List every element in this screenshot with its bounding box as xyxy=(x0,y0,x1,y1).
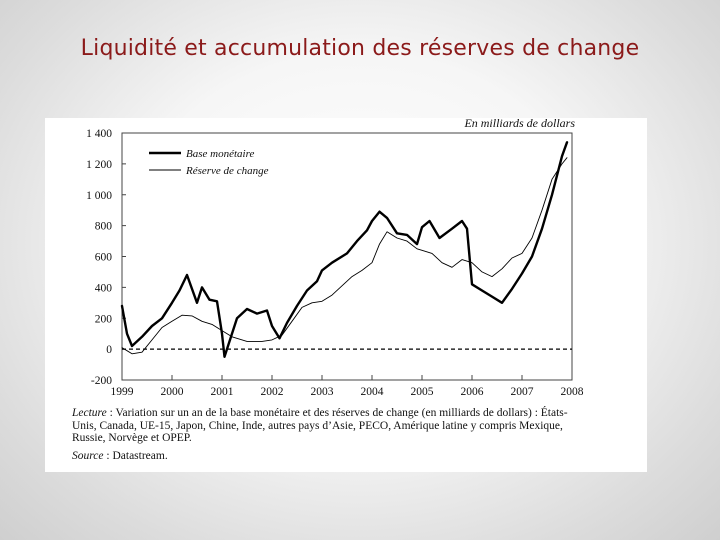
x-tick-label: 2006 xyxy=(461,386,484,398)
x-tick-label: 2003 xyxy=(311,386,334,398)
x-tick-label: 2008 xyxy=(561,386,584,398)
y-tick-label: 800 xyxy=(95,221,113,233)
x-tick-label: 2000 xyxy=(161,386,184,398)
source-text: : Datastream. xyxy=(103,449,168,462)
series-line-base-monetaire xyxy=(120,141,569,359)
y-tick-label: 600 xyxy=(95,252,113,264)
y-tick-label: 1 200 xyxy=(86,159,112,171)
caption-label: Lecture xyxy=(72,407,107,419)
y-tick-label: 0 xyxy=(106,344,112,356)
x-tick-label: 2001 xyxy=(211,386,234,398)
legend: Base monétaire Réserve de change xyxy=(149,148,269,177)
x-tick-label: 1999 xyxy=(111,386,134,398)
caption-text: : Variation sur un an de la base monétai… xyxy=(72,407,568,444)
y-tick-label: 200 xyxy=(95,313,113,325)
y-tick-label: 400 xyxy=(95,282,113,294)
x-tick-label: 2007 xyxy=(511,386,534,398)
y-tick-label: 1 000 xyxy=(86,190,112,202)
y-tick-label: -200 xyxy=(91,375,112,387)
legend-label: Réserve de change xyxy=(185,165,269,177)
unit-note: En milliards de dollars xyxy=(463,118,575,130)
slide-title: Liquidité et accumulation des réserves d… xyxy=(80,36,640,61)
legend-label: Base monétaire xyxy=(186,148,254,160)
chart-figure: En milliards de dollars 1 400 1 200 1 000 8… xyxy=(45,118,647,472)
x-tick-label: 2004 xyxy=(361,386,384,398)
x-tick-label: 2002 xyxy=(261,386,284,398)
figure-caption: Lecture : Variation sur un an de la base… xyxy=(72,407,592,462)
x-tick-label: 2005 xyxy=(411,386,434,398)
line-chart: En milliards de dollars 1 400 1 200 1 000 8… xyxy=(86,118,584,398)
source-label: Source xyxy=(72,449,104,462)
series-line-reserve-de-change xyxy=(121,157,568,355)
y-tick-label: 1 400 xyxy=(86,128,112,140)
